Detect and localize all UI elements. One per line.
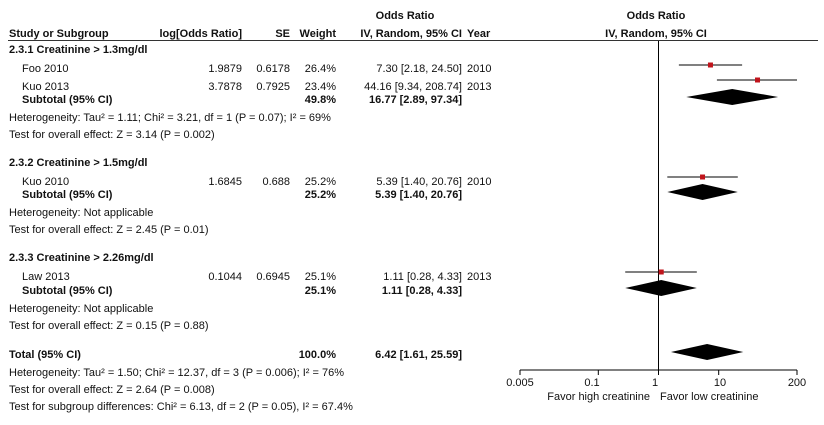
study-ci: 1.11 [0.28, 4.33] [383, 271, 462, 283]
subtotal-weight: 25.1% [304, 285, 336, 297]
overall-effect-text: Test for overall effect: Z = 3.14 (P = 0… [9, 129, 215, 141]
effect-marker [700, 174, 706, 180]
study-name: Law 2013 [22, 271, 70, 283]
study-weight: 25.2% [304, 176, 336, 188]
subtotal-ci: 16.77 [2.89, 97.34] [369, 94, 462, 106]
overall-effect-text: Test for overall effect: Z = 0.15 (P = 0… [9, 320, 209, 332]
study-logor: 1.6845 [208, 176, 242, 188]
total-label: Total (95% CI) [9, 349, 81, 361]
col-year-header: Year [467, 28, 491, 40]
subtotal-ci: 5.39 [1.40, 20.76] [375, 189, 462, 201]
axis-tick-label: 0.1 [584, 377, 600, 389]
study-weight: 23.4% [304, 81, 336, 93]
total-heterogeneity-text: Heterogeneity: Tau² = 1.50; Chi² = 12.37… [9, 367, 344, 379]
study-weight: 25.1% [304, 271, 336, 283]
study-ci: 44.16 [9.34, 208.74] [364, 81, 462, 93]
axis-tick-label: 1 [651, 377, 659, 389]
axis-tick-label: 200 [787, 377, 807, 389]
pooled-diamond [667, 184, 738, 200]
heterogeneity-text: Heterogeneity: Not applicable [9, 207, 154, 219]
study-ci: 5.39 [1.40, 20.76] [376, 176, 462, 188]
study-year: 2013 [467, 271, 492, 283]
pooled-diamond [625, 280, 697, 296]
subgroup-title: 2.3.1 Creatinine > 1.3mg/dl [9, 44, 148, 56]
col-logor-header: log[Odds Ratio] [159, 28, 243, 40]
subtotal-label: Subtotal (95% CI) [22, 285, 113, 297]
effect-marker [755, 77, 761, 83]
total-weight: 100.0% [298, 349, 336, 361]
subtotal-label: Subtotal (95% CI) [22, 94, 113, 106]
study-ci: 7.30 [2.18, 24.50] [376, 63, 462, 75]
col-plot-header: IV, Random, 95% CI [605, 28, 707, 40]
study-year: 2010 [467, 176, 492, 188]
study-se: 0.688 [262, 176, 290, 188]
ci-group-title: Odds Ratio [375, 10, 435, 22]
study-name: Kuo 2010 [22, 176, 70, 188]
subgroup-title: 2.3.2 Creatinine > 1.5mg/dl [9, 157, 148, 169]
col-ci-header: IV, Random, 95% CI [360, 28, 462, 40]
overall-effect-text: Test for overall effect: Z = 2.45 (P = 0… [9, 224, 209, 236]
axis-tick-label: 10 [713, 377, 727, 389]
study-logor: 3.7878 [208, 81, 242, 93]
study-logor: 0.1044 [208, 271, 242, 283]
plot-group-title: Odds Ratio [626, 10, 686, 22]
pooled-diamond [686, 89, 779, 105]
effect-marker [707, 62, 713, 68]
header-rule [8, 40, 818, 41]
study-name: Foo 2010 [22, 63, 69, 75]
heterogeneity-text: Heterogeneity: Tau² = 1.11; Chi² = 3.21,… [9, 112, 331, 124]
study-year: 2010 [467, 63, 492, 75]
subgroup-title: 2.3.3 Creatinine > 2.26mg/dl [9, 252, 154, 264]
favor-high-creatinine-label: Favor high creatinine [547, 391, 650, 403]
total-ci: 6.42 [1.61, 25.59] [375, 349, 462, 361]
study-year: 2013 [467, 81, 492, 93]
subgroup-differences-text: Test for subgroup differences: Chi² = 6.… [9, 401, 353, 413]
pooled-diamond [670, 344, 744, 360]
subtotal-label: Subtotal (95% CI) [22, 189, 113, 201]
study-se: 0.7925 [256, 81, 290, 93]
heterogeneity-text: Heterogeneity: Not applicable [9, 303, 154, 315]
study-logor: 1.9879 [208, 63, 242, 75]
study-weight: 26.4% [304, 63, 336, 75]
axis-tick-label: 0.005 [506, 377, 534, 389]
study-se: 0.6178 [256, 63, 290, 75]
col-study-header: Study or Subgroup [9, 28, 109, 40]
col-se-header: SE [275, 28, 290, 40]
subtotal-weight: 25.2% [304, 189, 336, 201]
favor-low-creatinine-label: Favor low creatinine [660, 391, 759, 403]
total-overall-effect-text: Test for overall effect: Z = 2.64 (P = 0… [9, 384, 215, 396]
subtotal-weight: 49.8% [304, 94, 336, 106]
effect-marker [658, 269, 664, 275]
study-se: 0.6945 [256, 271, 290, 283]
subtotal-ci: 1.11 [0.28, 4.33] [381, 285, 462, 297]
study-name: Kuo 2013 [22, 81, 70, 93]
col-weight-header: Weight [299, 28, 336, 40]
